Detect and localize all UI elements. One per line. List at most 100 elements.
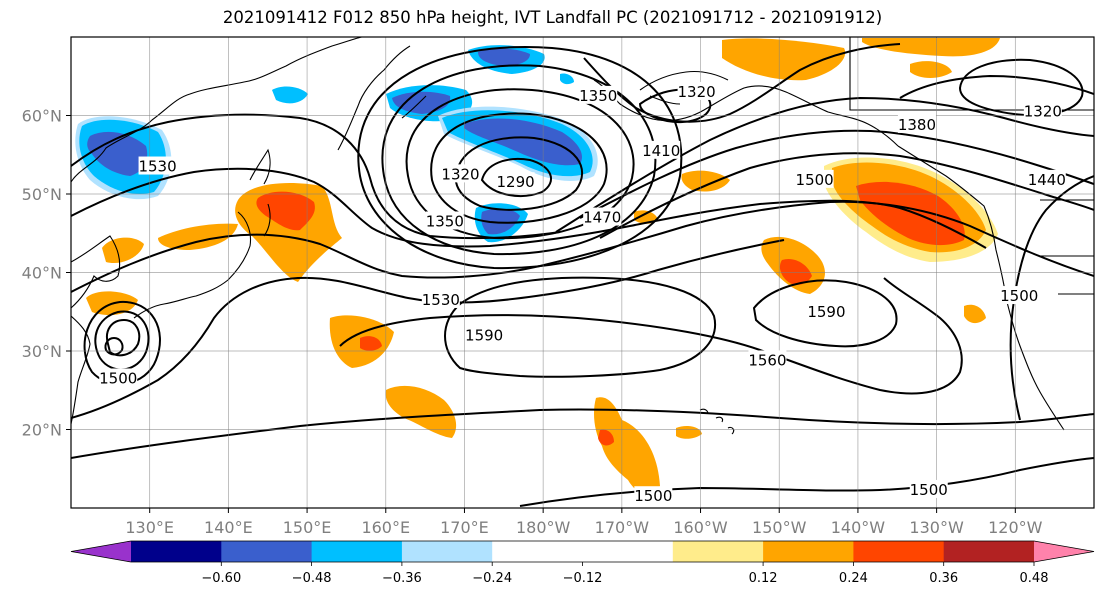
contour-label-halo [897, 114, 936, 133]
colorbar-segment [131, 541, 222, 562]
ivt-positive-region [634, 210, 658, 224]
contour-label-text: 1350 [579, 87, 617, 105]
height-contour [444, 276, 717, 378]
contour-label-halo [583, 207, 622, 226]
height-contour [519, 457, 1094, 507]
ivt-positive-region [722, 38, 846, 81]
contour-label: 1560 [748, 350, 787, 369]
contour-label-text: 1380 [898, 116, 936, 134]
ivt-positive-region [910, 61, 952, 78]
contour-label: 1410 [642, 140, 680, 160]
ivt-positive-core [598, 429, 614, 446]
contour-label-text: 1590 [807, 303, 845, 321]
contour-label: 1290 [497, 172, 535, 191]
lon-tick-label: 130°E [125, 518, 174, 537]
colorbar-tick-label: 0.36 [929, 571, 958, 586]
ivt-negative-region [272, 86, 308, 104]
colorbar-tick-label: 0.12 [749, 571, 778, 586]
contour-label: 1470 [583, 207, 622, 227]
height-contour [71, 408, 1094, 459]
contour-label: 1530 [421, 289, 460, 309]
contour-label-text: 1350 [426, 212, 464, 230]
ivt-negative-core [478, 48, 530, 66]
colorbar-tick-label: −0.60 [201, 571, 241, 586]
height-contour [104, 336, 124, 356]
contour-label-halo [1000, 286, 1039, 305]
contour-label-text: 1500 [910, 481, 948, 499]
contour-label: 1500 [909, 479, 948, 499]
lon-tick-label: 170°E [440, 518, 489, 537]
contour-label: 1440 [1027, 169, 1066, 189]
contour-label: 1380 [897, 114, 936, 134]
contour-label: 1530 [138, 156, 177, 176]
latitude-labels: 20°N 30°N 40°N 50°N 60°N [22, 107, 62, 440]
ivt-positive-core [779, 258, 812, 285]
ivt-positive-core [256, 191, 315, 231]
contour-label: 1350 [426, 211, 464, 230]
height-contour [71, 200, 1094, 293]
contour-label-halo [421, 289, 460, 308]
colorbar-tick-label: −0.36 [382, 571, 422, 586]
contour-label-halo [138, 156, 177, 175]
lon-tick-label: 150°E [283, 518, 332, 537]
longitude-labels: 130°E 140°E 150°E 160°E 170°E 180°W 170°W 160°W… [125, 518, 1042, 537]
ivt-negative-region [560, 73, 574, 85]
colorbar-tick-label: 0.48 [1020, 571, 1049, 586]
colorbar-segment [943, 541, 1035, 562]
colorbar-tick-label: 0.24 [839, 571, 868, 586]
lon-tick-label: 180°W [516, 518, 571, 537]
lat-tick-label: 20°N [22, 421, 62, 440]
contour-label-halo [909, 479, 948, 498]
contour-label-halo [441, 164, 480, 183]
lon-tick-label: 160°W [673, 518, 728, 537]
coastline-asia [71, 37, 363, 183]
figure-title: 2021091412 F012 850 hPa height, IVT Land… [222, 8, 883, 27]
lon-tick-label: 170°W [595, 518, 650, 537]
contour-label-text: 1320 [678, 83, 716, 101]
lat-tick-label: 30°N [22, 342, 62, 361]
lon-tick-label: 140°W [831, 518, 886, 537]
contour-label-text: 1440 [1028, 171, 1066, 189]
ivt-positive-region [158, 223, 238, 250]
contour-label-halo [1027, 169, 1066, 188]
height-contour [1009, 175, 1094, 421]
height-contour [480, 158, 553, 197]
ivt-positive-region [102, 237, 144, 264]
lon-tick-label: 160°E [361, 518, 410, 537]
contour-label-halo [795, 169, 834, 188]
lat-tick-label: 40°N [22, 264, 62, 283]
contour-label-text: 1560 [748, 351, 786, 369]
height-contour [454, 136, 583, 211]
contour-label-text: 1500 [1000, 287, 1038, 305]
height-contour [958, 58, 1084, 117]
graticule [71, 37, 1094, 508]
ivt-negative-core [87, 131, 148, 176]
contour-label-halo [99, 368, 138, 387]
contour-label: 1500 [1000, 286, 1038, 305]
lon-tick-label: 150°W [752, 518, 807, 537]
ivt-negative-core [481, 208, 520, 235]
height-contour [752, 279, 898, 348]
ivt-positive-core [856, 181, 965, 246]
coastline-china [71, 315, 91, 425]
contour-label: 1590 [465, 325, 503, 344]
lon-tick-label: 130°W [909, 518, 964, 537]
lon-tick-label: 120°W [988, 518, 1043, 537]
contour-label-text: 1290 [497, 173, 535, 191]
ivt-positive-region [681, 170, 730, 192]
colorbar-segment [221, 541, 313, 562]
contour-label-text: 1410 [642, 142, 680, 160]
contour-label-halo [634, 486, 673, 505]
contour-labels: 1530 1320 1290 1350 1350 1320 1410 1470 1500 1380… [99, 81, 1066, 505]
contour-label-halo [677, 81, 716, 100]
contour-label-halo [496, 172, 535, 191]
contour-label-text: 1470 [583, 209, 621, 227]
ivt-positive-region [594, 397, 660, 494]
colorbar-segment [763, 541, 854, 562]
height-contour [71, 239, 785, 419]
colorbar-segment [401, 541, 493, 562]
contour-label-text: 1530 [138, 158, 176, 176]
colorbar-tick-label: −0.24 [472, 571, 512, 586]
contour-label: 1500 [795, 169, 834, 189]
